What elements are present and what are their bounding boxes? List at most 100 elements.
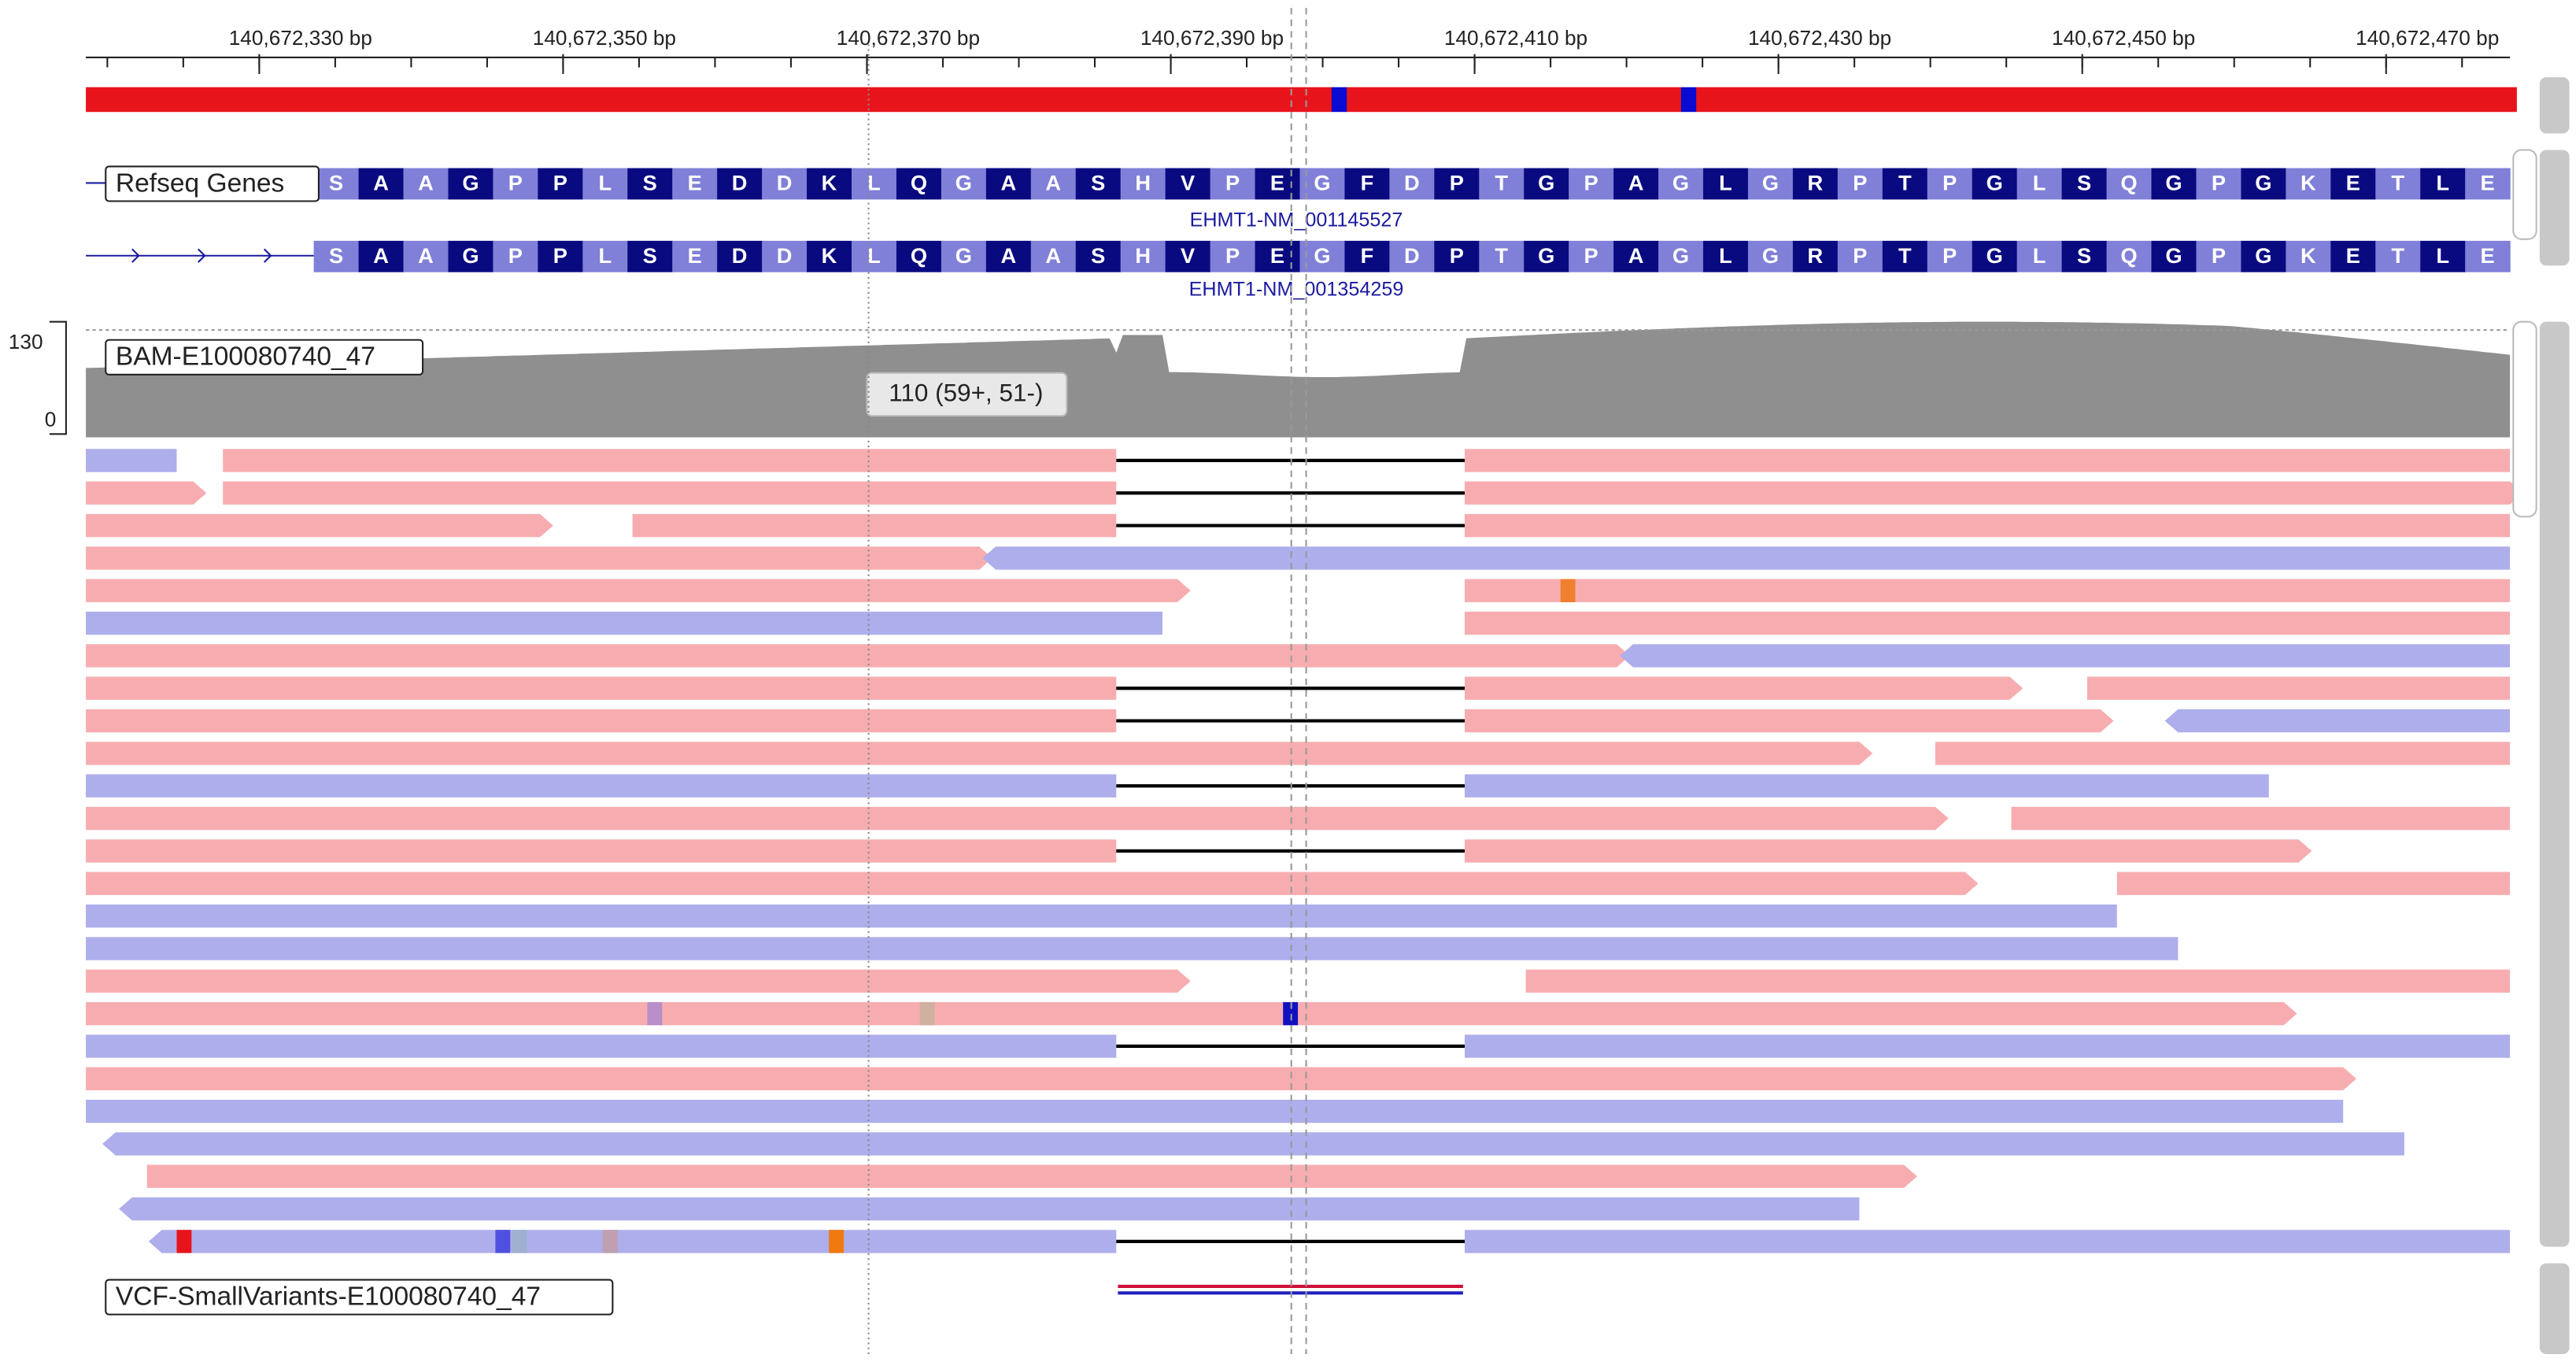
read <box>1464 1034 2511 1058</box>
scroll-thumb[interactable] <box>2512 320 2537 518</box>
codon <box>2465 240 2511 272</box>
amino-acid: A <box>418 171 434 195</box>
read <box>1620 644 2511 668</box>
base <box>2501 87 2517 113</box>
read <box>1464 481 2523 505</box>
amino-acid: E <box>688 243 702 268</box>
base <box>2000 87 2016 113</box>
tooltip: 110 (59+, 51-) <box>889 379 1043 406</box>
base <box>875 87 892 113</box>
codon <box>985 240 1032 272</box>
range-bracket <box>49 320 67 435</box>
base <box>1665 87 1682 113</box>
amino-acid: G <box>1314 243 1330 268</box>
read <box>1464 709 2114 733</box>
amino-acid: L <box>2033 243 2046 268</box>
amino-acid: G <box>1538 243 1554 268</box>
base <box>2227 87 2244 113</box>
base <box>966 87 983 113</box>
scrollbar[interactable] <box>2539 150 2570 266</box>
amino-acid: T <box>1495 171 1508 195</box>
codon <box>1479 240 1525 272</box>
amino-acid: G <box>1987 171 2003 195</box>
base <box>1787 87 1803 113</box>
codon <box>852 168 897 200</box>
scrollbar[interactable] <box>2539 77 2570 134</box>
codon <box>1165 168 1211 200</box>
base <box>1438 87 1454 113</box>
base <box>222 87 238 113</box>
codon <box>1075 240 1122 272</box>
amino-acid: H <box>1135 243 1151 268</box>
base <box>1909 87 1925 113</box>
amino-acid: K <box>2301 243 2316 268</box>
base <box>2060 87 2077 113</box>
codon <box>313 168 360 200</box>
ruler: 140,672,330 bp 140,672,350 bp 140,672,370 … <box>106 26 2499 74</box>
codon <box>1344 168 1391 200</box>
base <box>374 87 390 113</box>
amino-acid: G <box>462 243 479 268</box>
read <box>2086 676 2511 700</box>
base <box>1118 87 1135 113</box>
codon <box>1030 240 1077 272</box>
read <box>86 481 207 505</box>
base <box>176 87 193 113</box>
transcript-label: EHMT1-NM_001354259 <box>1189 278 1404 300</box>
base <box>1969 87 1986 113</box>
amino-acid: K <box>822 171 837 195</box>
amino-acid: F <box>1361 171 1374 195</box>
base <box>1499 87 1514 113</box>
amino-acid: G <box>955 243 972 268</box>
read <box>86 806 1949 831</box>
amino-acid: P <box>553 171 567 195</box>
base <box>328 87 345 113</box>
base <box>1711 87 1728 113</box>
base <box>496 87 512 113</box>
codon <box>2061 240 2108 272</box>
codon <box>1613 240 1659 272</box>
base <box>1605 87 1621 113</box>
codon <box>1882 168 1928 200</box>
tick-label: 140,672,470 bp <box>2356 26 2499 50</box>
codon <box>1434 240 1480 272</box>
codon <box>1389 168 1435 200</box>
base <box>845 87 861 113</box>
base <box>1924 87 1940 113</box>
amino-acid: P <box>1225 243 1240 268</box>
scroll-thumb[interactable] <box>2512 149 2537 240</box>
read <box>1464 611 2511 635</box>
base <box>1103 87 1120 113</box>
read <box>1464 774 2269 798</box>
read <box>86 774 1117 798</box>
codon <box>985 168 1032 200</box>
amino-acid: A <box>1000 243 1016 268</box>
read <box>2011 806 2511 831</box>
base <box>1772 87 1788 113</box>
read <box>148 1230 1117 1253</box>
codon <box>2465 168 2511 200</box>
base <box>739 87 755 113</box>
base <box>1210 87 1226 113</box>
scrollbar[interactable] <box>2539 1263 2570 1354</box>
amino-acid: D <box>777 243 793 268</box>
base <box>1377 87 1393 113</box>
read <box>86 546 992 570</box>
amino-acid: A <box>373 243 389 268</box>
read <box>86 1001 2297 1026</box>
amino-acid: E <box>2346 171 2360 195</box>
codon <box>807 240 852 272</box>
codon <box>2196 168 2242 200</box>
base <box>207 87 224 113</box>
amino-acid: H <box>1135 171 1151 195</box>
amino-acid: P <box>1450 171 1464 195</box>
amino-acid: D <box>777 171 793 195</box>
base <box>1878 87 1894 113</box>
base <box>1073 87 1089 113</box>
scrollbar[interactable] <box>2539 321 2570 1247</box>
amino-acid: A <box>1045 171 1061 195</box>
codon <box>538 240 583 272</box>
codon <box>1165 240 1211 272</box>
base <box>2258 87 2275 113</box>
amino-acid: G <box>1987 243 2003 268</box>
